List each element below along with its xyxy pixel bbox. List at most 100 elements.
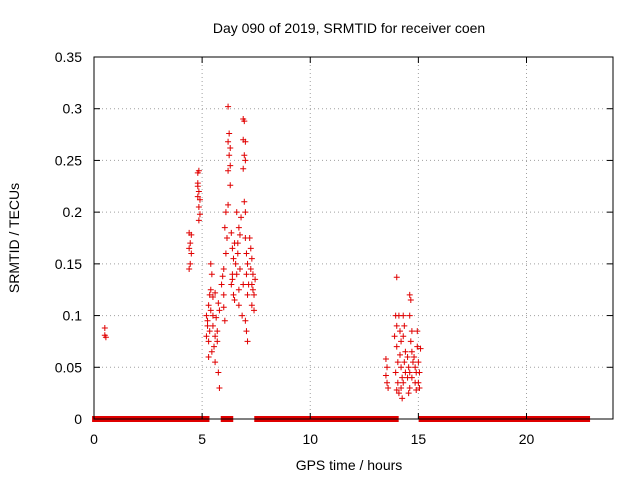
data-point [215, 300, 222, 307]
data-point [205, 353, 212, 360]
data-point [393, 322, 400, 329]
data-point [206, 291, 213, 298]
y-tick-label: 0.35 [55, 49, 82, 65]
data-point [415, 359, 422, 366]
data-point [394, 379, 401, 386]
data-point [233, 209, 240, 216]
data-point [405, 364, 412, 371]
data-point [244, 338, 251, 345]
data-point [242, 317, 249, 324]
data-point [232, 260, 239, 267]
data-point [412, 364, 419, 371]
data-point [399, 395, 406, 402]
data-point [230, 291, 237, 298]
data-point [229, 245, 236, 252]
data-point [236, 266, 243, 273]
data-point [225, 103, 232, 110]
data-point [207, 260, 214, 267]
data-point [225, 167, 232, 174]
data-point [234, 240, 241, 247]
data-point [196, 211, 203, 218]
data-point [220, 291, 227, 298]
data-point [208, 271, 215, 278]
data-point [226, 152, 233, 159]
y-tick-label: 0.05 [55, 359, 82, 375]
data-point [233, 271, 240, 278]
data-point [204, 322, 211, 329]
data-point [212, 289, 219, 296]
data-point [396, 328, 403, 335]
data-point [411, 353, 418, 360]
data-point [408, 348, 415, 355]
x-tick-label: 15 [411, 431, 427, 447]
data-point [216, 307, 223, 314]
data-point [205, 338, 212, 345]
data-point [402, 348, 409, 355]
data-point [194, 193, 201, 200]
data-point [243, 328, 250, 335]
grid-lines [94, 57, 613, 419]
data-point [249, 286, 256, 293]
data-point [235, 286, 242, 293]
data-point [235, 224, 242, 231]
data-point [230, 255, 237, 262]
data-point [241, 198, 248, 205]
data-point [382, 372, 389, 379]
data-point [247, 245, 254, 252]
data-point [188, 250, 195, 257]
axis-ticks [93, 56, 613, 420]
data-point [409, 359, 416, 366]
data-point [398, 338, 405, 345]
data-point [188, 231, 195, 238]
data-point [227, 162, 234, 169]
data-point [240, 165, 247, 172]
data-point [408, 328, 415, 335]
data-point [400, 333, 407, 340]
data-point [195, 188, 202, 195]
data-point [212, 333, 219, 340]
data-point [194, 180, 201, 187]
data-point [204, 317, 211, 324]
data-point [244, 260, 251, 267]
data-point [249, 271, 256, 278]
data-point [406, 384, 413, 391]
data-point [398, 384, 405, 391]
data-point [101, 324, 108, 331]
data-point [209, 312, 216, 319]
data-point [220, 266, 227, 273]
data-point [414, 328, 421, 335]
data-point [243, 250, 250, 257]
y-axis-label: SRMTID / TECUs [6, 183, 22, 293]
data-point [252, 276, 259, 283]
data-point [406, 312, 413, 319]
data-point [228, 281, 235, 288]
data-point [195, 167, 202, 174]
x-tick-label: 20 [519, 431, 535, 447]
data-point [404, 353, 411, 360]
data-point [242, 138, 249, 145]
x-axis-label: GPS time / hours [296, 457, 403, 473]
data-point [206, 328, 213, 335]
data-point [394, 359, 401, 366]
data-point [385, 384, 392, 391]
data-point [222, 209, 229, 216]
data-point [382, 356, 389, 363]
data-point [396, 351, 403, 358]
data-point [413, 387, 420, 394]
data-point [395, 390, 402, 397]
data-point [401, 359, 408, 366]
data-point [251, 291, 258, 298]
data-point [238, 214, 245, 221]
data-point [414, 343, 421, 350]
data-point [401, 322, 408, 329]
data-point [220, 304, 227, 311]
y-tick-label: 0.2 [63, 204, 83, 220]
data-point [211, 343, 218, 350]
data-point [248, 302, 255, 309]
data-point [398, 364, 405, 371]
data-point [216, 384, 223, 391]
data-point [392, 369, 399, 376]
data-point [416, 369, 423, 376]
data-point [227, 182, 234, 189]
data-point [207, 286, 214, 293]
